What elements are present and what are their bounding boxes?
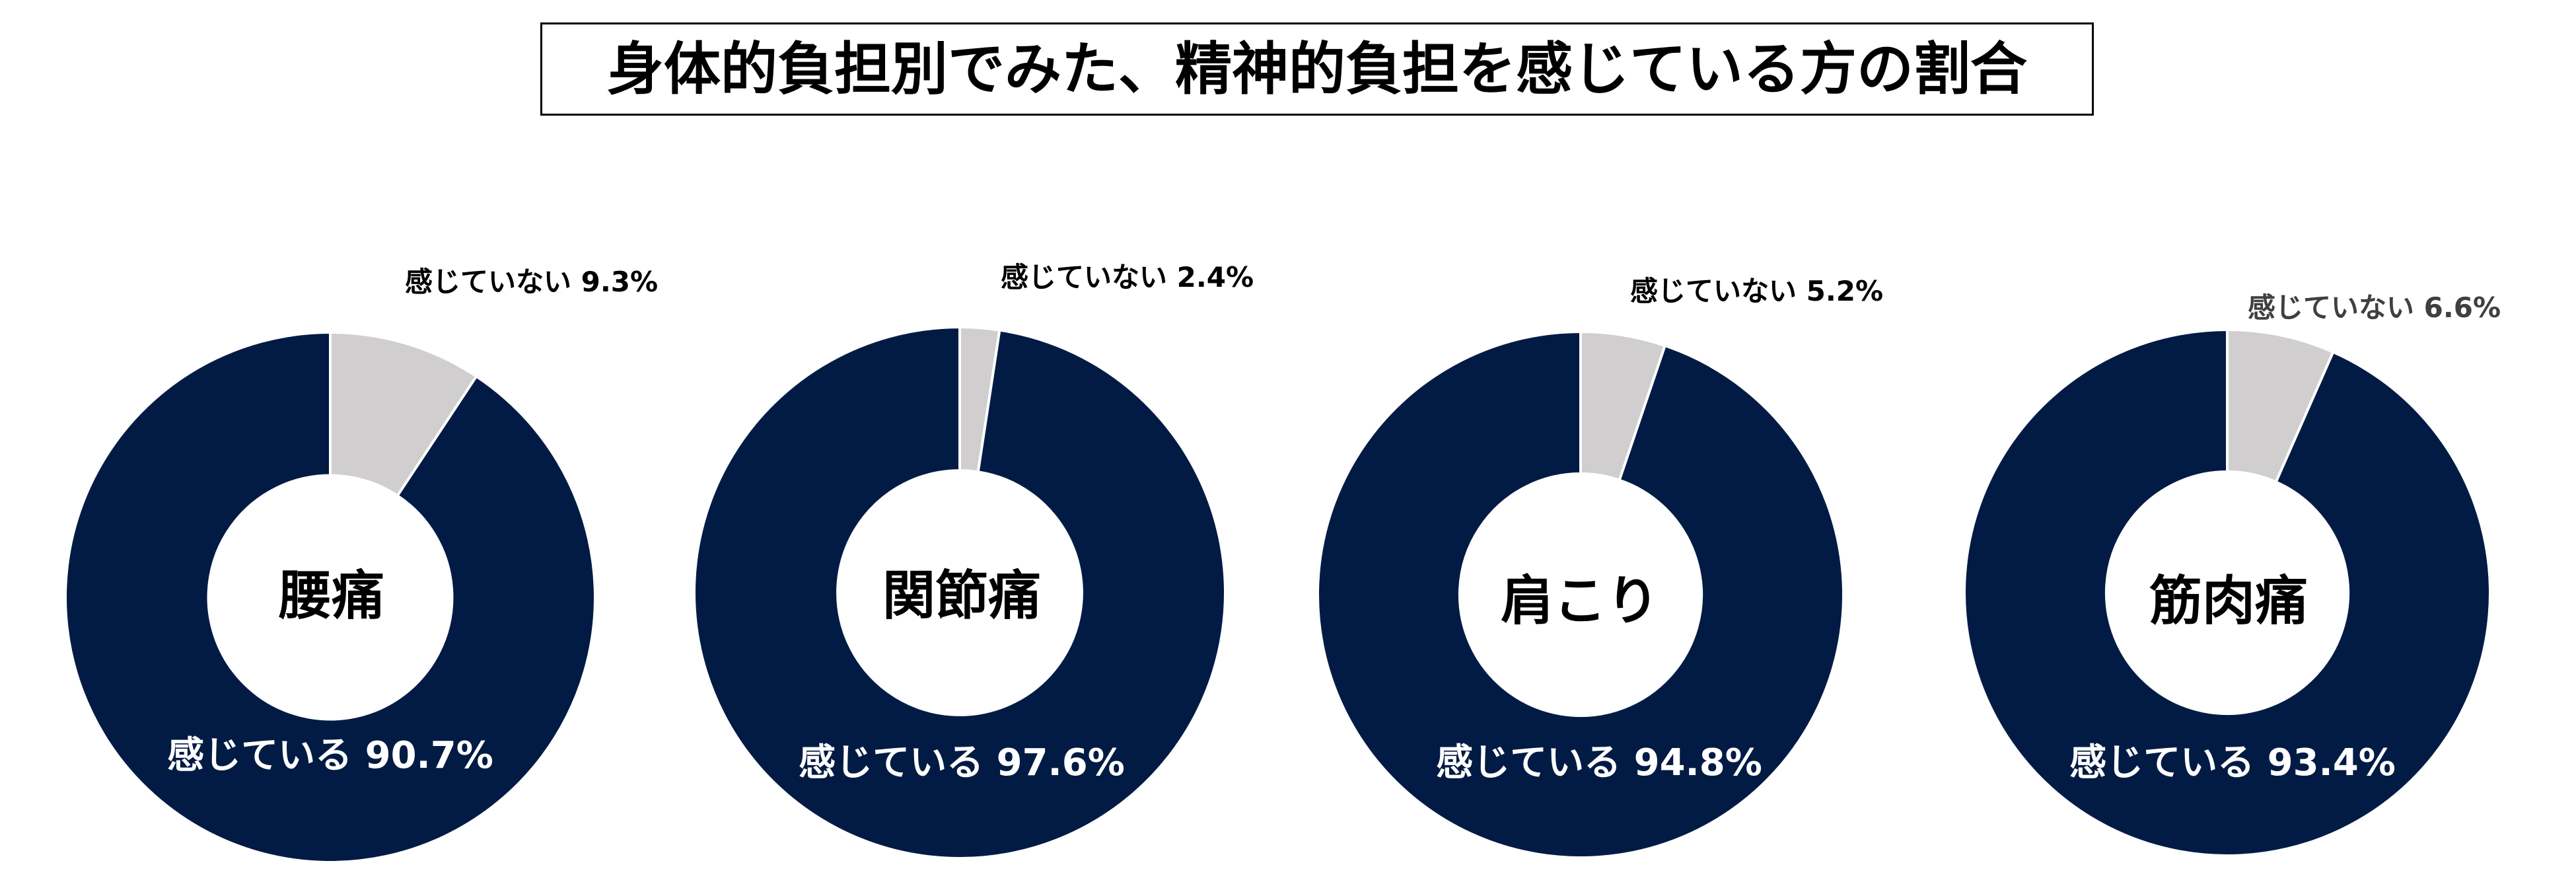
label-not-feeling: 感じていない 9.3% (405, 266, 659, 298)
donut-chart-muscle-pain (1963, 328, 2491, 857)
donut-svg (693, 325, 1227, 860)
donut-center-label: 腰痛 (279, 565, 384, 626)
donut-chart-joint-pain (693, 325, 1227, 860)
donut-svg (1963, 328, 2491, 857)
label-feeling: 感じている 90.7% (167, 734, 493, 777)
segment-feeling (1963, 328, 2491, 857)
label-feeling: 感じている 93.4% (2069, 741, 2396, 784)
label-not-feeling: 感じていない 6.6% (2248, 291, 2501, 324)
donut-center-label: 肩こり (1501, 570, 1659, 632)
donut-center-label: 関節痛 (882, 565, 1041, 626)
label-not-feeling: 感じていない 5.2% (1630, 275, 1884, 307)
segment-feeling (64, 330, 596, 864)
segment-not-feeling (329, 330, 478, 498)
donut-chart-stiff-shoulders (1316, 330, 1845, 859)
label-feeling: 感じている 94.8% (1436, 741, 1762, 784)
donut-svg (64, 330, 596, 864)
label-feeling: 感じている 97.6% (799, 741, 1125, 784)
label-not-feeling: 感じていない 2.4% (1001, 261, 1254, 293)
donut-chart-low-back-pain (64, 330, 596, 864)
chart-title-box: 身体的負担別でみた、精神的負担を感じている方の割合 (540, 22, 2094, 116)
donut-svg (1316, 330, 1845, 859)
segment-feeling (1316, 330, 1845, 859)
donut-center-label: 筋肉痛 (2149, 570, 2308, 632)
segment-feeling (693, 325, 1227, 860)
chart-title: 身体的負担別でみた、精神的負担を感じている方の割合 (607, 36, 2027, 102)
